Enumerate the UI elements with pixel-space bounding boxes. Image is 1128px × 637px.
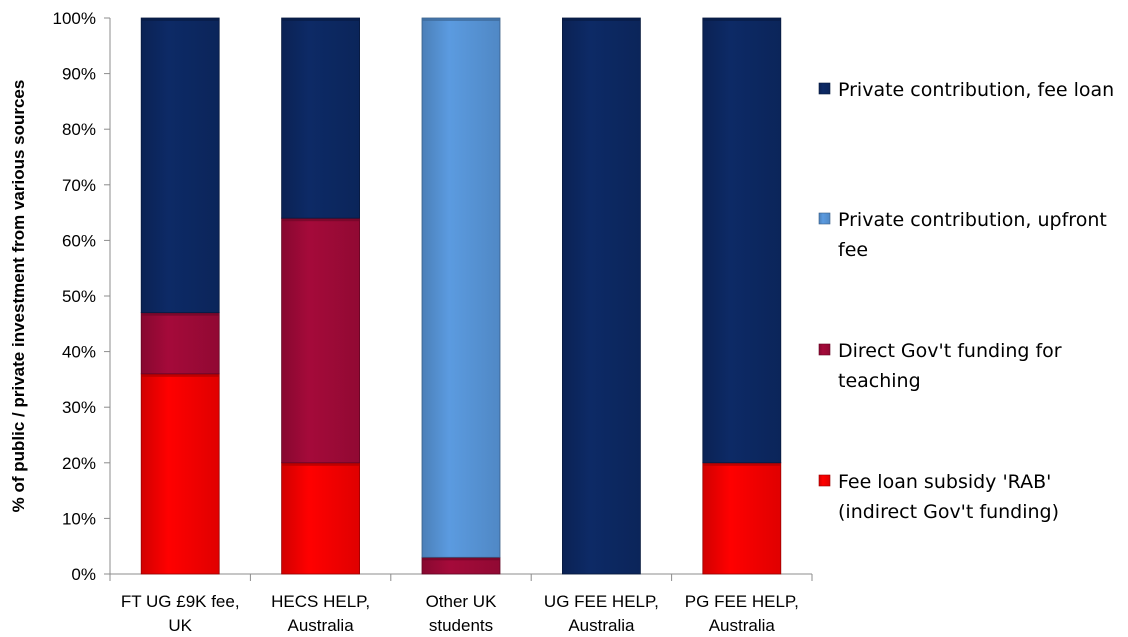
bar-segment-bevel: [141, 373, 220, 377]
y-tick-label: 90%: [62, 65, 96, 84]
y-tick-label: 0%: [71, 565, 96, 584]
bar-segment-bevel: [422, 18, 500, 21]
category-label: FT UG £9K fee,: [121, 592, 240, 611]
bar-segment-bevel: [281, 218, 360, 222]
legend-swatch: [818, 212, 831, 225]
category-label: UG FEE HELP,: [544, 592, 659, 611]
legend-swatch: [818, 82, 831, 95]
category-labels: FT UG £9K fee, UK HECS HELP, Australia Other…: [121, 592, 799, 635]
bar-segment: [281, 462, 361, 575]
category-label: Australia: [288, 616, 355, 635]
bar-segment: [140, 373, 220, 575]
bar-segment: [702, 462, 782, 575]
y-axis-label-group: % of public / private investment from va…: [9, 80, 28, 513]
bar-segment: [562, 17, 641, 575]
bar-segment-bevel: [281, 18, 360, 21]
y-tick-label: 20%: [62, 454, 96, 473]
legend: Private contribution, fee loan Private co…: [818, 79, 1114, 523]
y-axis-label: % of public / private investment from va…: [9, 80, 28, 513]
legend-swatch: [818, 474, 831, 487]
category-label: PG FEE HELP,: [685, 592, 799, 611]
bar-segment-bevel: [702, 462, 781, 466]
y-tick-label: 50%: [62, 287, 96, 306]
bar-segment-bevel: [422, 557, 500, 561]
y-tick-label: 70%: [62, 176, 96, 195]
legend-label: (indirect Gov't funding): [838, 501, 1059, 523]
y-tick-label: 100%: [53, 9, 96, 28]
category-label: UK: [168, 616, 192, 635]
legend-label: Private contribution, fee loan: [838, 79, 1114, 101]
bar-segment-bevel: [141, 18, 220, 21]
bar-segment: [281, 217, 361, 464]
bar-segment: [140, 17, 220, 314]
bars: [140, 17, 782, 575]
legend-swatch: [818, 343, 831, 356]
y-tick-label: 10%: [62, 509, 96, 528]
legend-label: Fee loan subsidy 'RAB': [838, 471, 1051, 493]
axes: 0% 10% 20% 30% 40% 50% 60% 70% 80% 90% 100%: [53, 9, 813, 584]
category-label: Other UK: [426, 592, 498, 611]
legend-label: Direct Gov't funding for: [838, 340, 1062, 362]
category-label: Australia: [709, 616, 776, 635]
bar-segment-bevel: [141, 312, 220, 316]
bar-segment: [421, 17, 501, 558]
bar-segment: [140, 312, 220, 375]
category-label: Australia: [568, 616, 635, 635]
category-label: students: [429, 616, 493, 635]
legend-label: fee: [838, 239, 868, 261]
legend-label: teaching: [838, 370, 921, 392]
bar-segment-bevel: [281, 462, 360, 466]
y-tick-label: 60%: [62, 231, 96, 250]
y-tick-label: 30%: [62, 398, 96, 417]
y-tick-label: 40%: [62, 343, 96, 362]
legend-label: Private contribution, upfront: [838, 209, 1107, 231]
bar-segment: [281, 17, 361, 219]
category-label: HECS HELP,: [271, 592, 370, 611]
bar-segment-bevel: [702, 18, 781, 21]
bar-segment-bevel: [562, 18, 641, 21]
bar-segment: [702, 17, 782, 464]
y-tick-label: 80%: [62, 120, 96, 139]
